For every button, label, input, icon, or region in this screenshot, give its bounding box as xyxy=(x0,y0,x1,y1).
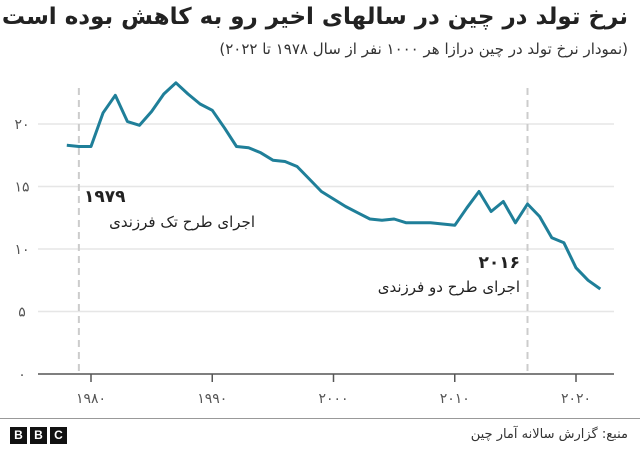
y-tick-label: ۰ xyxy=(18,367,26,383)
y-tick-label: ۲۰ xyxy=(14,117,29,133)
birth-rate-line xyxy=(66,81,602,291)
y-tick-label: ۱۵ xyxy=(14,180,29,196)
logo-letter-b2: B xyxy=(30,427,47,444)
y-tick-label: ۵ xyxy=(18,305,26,321)
chart-subtitle: (نمودار نرخ تولد در چین درازا هر ۱۰۰۰ نف… xyxy=(219,40,628,58)
x-axis: ۱۹۸۰ ۱۹۹۰ ۲۰۰۰ ۲۰۱۰ ۲۰۲۰ xyxy=(38,373,614,407)
annotation-year-2016: ۲۰۱۶ xyxy=(478,253,520,273)
annotation-2016: ۲۰۱۶ اجرای طرح دو فرزندی xyxy=(378,253,520,296)
annotation-1979: ۱۹۷۹ اجرای طرح تک فرزندی xyxy=(84,187,255,231)
annotation-text-2016: اجرای طرح دو فرزندی xyxy=(378,278,520,296)
x-tick-label: ۲۰۱۰ xyxy=(440,391,470,407)
chart-title: نرخ تولد در چین در سالهای اخیر رو به کاه… xyxy=(1,4,628,30)
x-tick-label: ۲۰۲۰ xyxy=(561,391,591,407)
annotation-text-1979: اجرای طرح تک فرزندی xyxy=(109,213,255,231)
policy-markers xyxy=(77,88,529,374)
annotation-year-1979: ۱۹۷۹ xyxy=(84,187,126,207)
x-tick-label: ۱۹۸۰ xyxy=(76,391,106,407)
footer-divider xyxy=(0,418,640,419)
x-tick-label: ۱۹۹۰ xyxy=(197,391,227,407)
line-chart: ۰ ۵ ۱۰ ۱۵ ۲۰ ۱۹۸۰ ۱۹۹۰ ۲۰۰۰ ۲۰۱۰ ۲۰۲۰ ۱۹۷۹ اجرای… xyxy=(14,81,614,407)
y-tick-label: ۱۰ xyxy=(14,242,29,258)
source-note: منبع: گزارش سالانه آمار چین xyxy=(470,427,628,442)
x-tick-label: ۲۰۰۰ xyxy=(318,391,348,407)
logo-letter-b1: B xyxy=(10,427,27,444)
y-axis-ticks: ۰ ۵ ۱۰ ۱۵ ۲۰ xyxy=(14,117,29,383)
bbc-logo: B B C xyxy=(10,427,67,444)
logo-letter-c: C xyxy=(50,427,67,444)
